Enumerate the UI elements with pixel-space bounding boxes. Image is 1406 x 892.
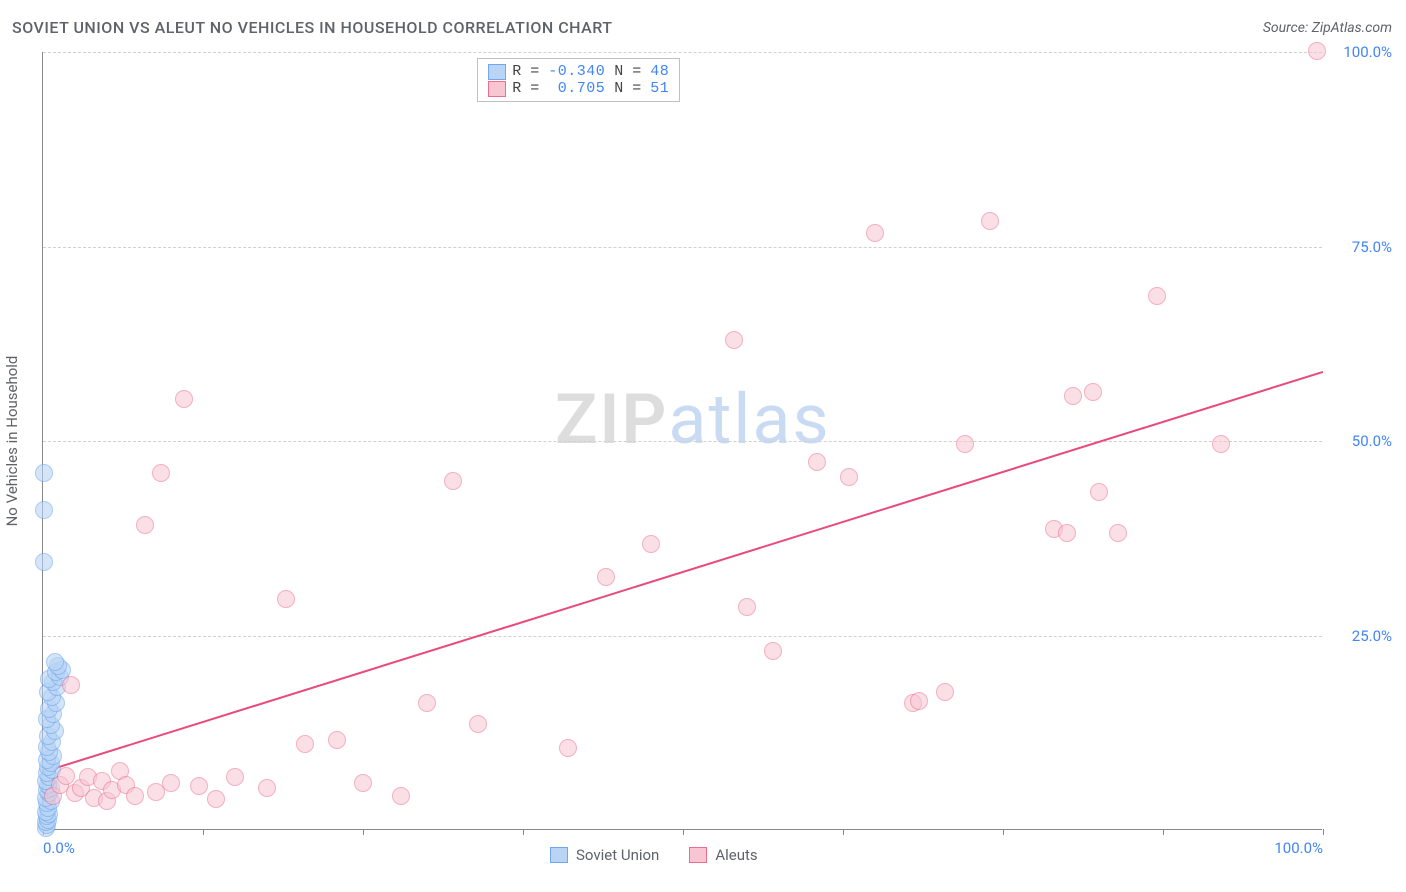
data-point — [152, 464, 170, 482]
y-tick-label: 100.0% — [1332, 43, 1392, 61]
legend-stat: R = 0.705 N = 51 — [512, 80, 669, 97]
data-point — [126, 787, 144, 805]
x-tick-mark — [203, 829, 204, 835]
y-tick-label: 75.0% — [1332, 238, 1392, 256]
correlation-legend: R = -0.340 N = 48R = 0.705 N = 51 — [477, 58, 680, 102]
watermark-atlas: atlas — [668, 379, 830, 461]
data-point — [956, 435, 974, 453]
x-tick-mark — [1323, 829, 1324, 835]
legend-item: Aleuts — [689, 846, 757, 864]
data-point — [1148, 287, 1166, 305]
data-point — [162, 774, 180, 792]
data-point — [207, 790, 225, 808]
data-point — [328, 731, 346, 749]
x-tick-mark — [523, 829, 524, 835]
legend-swatch — [550, 847, 568, 863]
data-point — [764, 642, 782, 660]
gridline-horizontal — [43, 636, 1322, 637]
data-point — [1308, 42, 1326, 60]
gridline-horizontal — [43, 52, 1322, 53]
watermark: ZIPatlas — [555, 379, 831, 461]
x-tick-mark — [843, 829, 844, 835]
legend-row: R = -0.340 N = 48 — [488, 63, 669, 80]
x-tick-mark — [1163, 829, 1164, 835]
chart-title: SOVIET UNION VS ALEUT NO VEHICLES IN HOU… — [12, 18, 613, 37]
data-point — [46, 653, 64, 671]
x-tick-mark — [363, 829, 364, 835]
y-tick-label: 50.0% — [1332, 432, 1392, 450]
data-point — [296, 735, 314, 753]
data-point — [277, 590, 295, 608]
legend-swatch — [488, 81, 506, 97]
data-point — [910, 692, 928, 710]
data-point — [1090, 483, 1108, 501]
legend-swatch — [689, 847, 707, 863]
legend-label: Aleuts — [715, 846, 757, 864]
gridline-horizontal — [43, 441, 1322, 442]
data-point — [136, 516, 154, 534]
data-point — [738, 598, 756, 616]
data-point — [597, 568, 615, 586]
data-point — [354, 774, 372, 792]
legend-item: Soviet Union — [550, 846, 659, 864]
trendline — [43, 371, 1324, 773]
watermark-zip: ZIP — [555, 379, 668, 461]
data-point — [62, 676, 80, 694]
data-point — [642, 535, 660, 553]
data-point — [808, 453, 826, 471]
data-point — [1084, 383, 1102, 401]
legend-stat: R = -0.340 N = 48 — [512, 63, 669, 80]
data-point — [1064, 387, 1082, 405]
data-point — [392, 787, 410, 805]
data-point — [35, 464, 53, 482]
data-point — [57, 767, 75, 785]
x-tick-label: 0.0% — [43, 839, 75, 857]
data-point — [725, 331, 743, 349]
data-point — [936, 683, 954, 701]
data-point — [1058, 524, 1076, 542]
x-tick-label: 100.0% — [1274, 839, 1323, 857]
legend-swatch — [488, 64, 506, 80]
data-point — [190, 777, 208, 795]
data-point — [258, 779, 276, 797]
data-point — [469, 715, 487, 733]
legend-row: R = 0.705 N = 51 — [488, 80, 669, 97]
data-point — [559, 739, 577, 757]
data-point — [866, 224, 884, 242]
x-tick-mark — [1003, 829, 1004, 835]
series-legend: Soviet Union Aleuts — [550, 846, 758, 864]
gridline-horizontal — [43, 247, 1322, 248]
data-point — [1109, 524, 1127, 542]
data-point — [35, 501, 53, 519]
x-tick-mark — [683, 829, 684, 835]
legend-label: Soviet Union — [576, 846, 659, 864]
data-point — [1212, 435, 1230, 453]
scatter-plot-area: ZIPatlas 25.0%50.0%75.0%100.0%0.0%100.0% — [42, 52, 1322, 830]
y-axis-label: No Vehicles in Household — [3, 356, 21, 527]
data-point — [175, 390, 193, 408]
y-tick-label: 25.0% — [1332, 627, 1392, 645]
data-point — [35, 553, 53, 571]
data-point — [981, 212, 999, 230]
data-point — [840, 468, 858, 486]
data-point — [444, 472, 462, 490]
data-point — [226, 768, 244, 786]
source-attribution: Source: ZipAtlas.com — [1263, 20, 1392, 36]
data-point — [418, 694, 436, 712]
